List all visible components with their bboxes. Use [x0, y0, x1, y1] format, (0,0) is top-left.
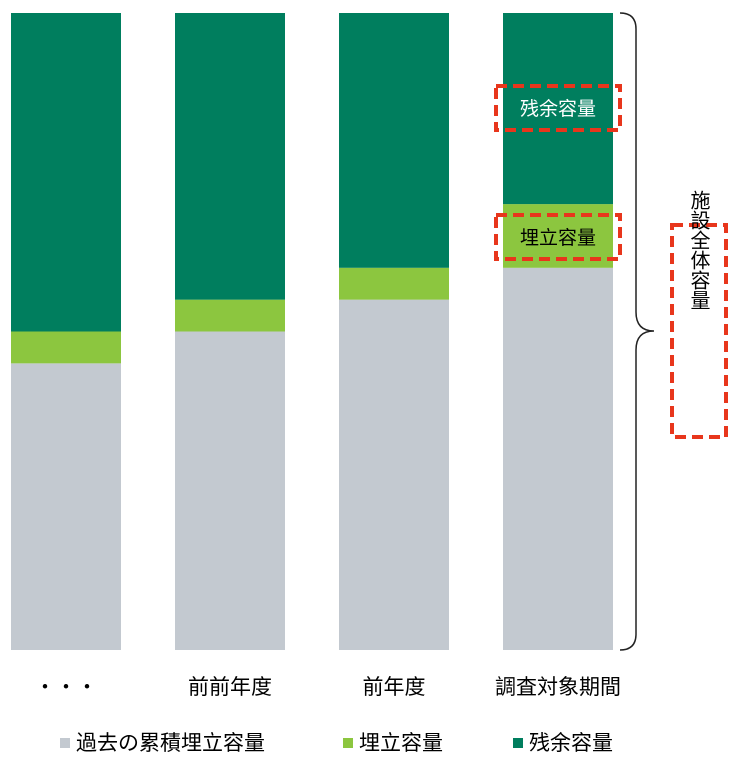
- bar-segment-1-cat-2: [175, 331, 285, 650]
- total-capacity-brace: [619, 12, 655, 651]
- bar-segment-2-cat-3: [339, 267, 449, 300]
- bar-segment-1-cat-3: [339, 299, 449, 650]
- annotation-remaining-label: 残余容量: [520, 98, 596, 120]
- annotation-landfill-label: 埋立容量: [520, 227, 596, 249]
- bars-layer: [11, 13, 613, 650]
- annotation-landfill: 埋立容量: [494, 213, 622, 261]
- bar-segment-2-cat-1: [11, 331, 121, 364]
- bar-segment-3-cat-1: [11, 13, 121, 332]
- bar-segment-3-cat-4: [503, 13, 613, 205]
- legend-label-3: 残余容量: [529, 731, 613, 755]
- bar-segment-3-cat-3: [339, 13, 449, 268]
- legend-label-1: 過去の累積埋立容量: [76, 731, 265, 755]
- annotation-remaining: 残余容量: [494, 84, 622, 132]
- annotation-remaining-box: [494, 84, 622, 132]
- legend-swatch-2: [343, 738, 353, 748]
- annotation-total-box: [670, 223, 728, 439]
- category-labels: ・・・ 前前年度 前年度 調査対象期間: [35, 675, 622, 699]
- category-label-1: ・・・: [35, 675, 98, 699]
- bar-segment-2-cat-2: [175, 299, 285, 332]
- annotation-total-label: 施設全体容量: [687, 190, 711, 310]
- annotation-landfill-box: [494, 213, 622, 261]
- bar-segment-3-cat-2: [175, 13, 285, 300]
- category-label-2: 前前年度: [188, 675, 272, 699]
- legend: 過去の累積埋立容量 埋立容量 残余容量: [60, 731, 613, 755]
- category-label-3: 前年度: [363, 675, 426, 699]
- bar-segment-1-cat-4: [503, 267, 613, 650]
- legend-swatch-3: [513, 738, 523, 748]
- annotation-total: 施設全体容量: [670, 190, 728, 439]
- bar-segment-1-cat-1: [11, 363, 121, 650]
- legend-label-2: 埋立容量: [359, 731, 443, 755]
- legend-swatch-1: [60, 738, 70, 748]
- category-label-4: 調査対象期間: [495, 675, 621, 699]
